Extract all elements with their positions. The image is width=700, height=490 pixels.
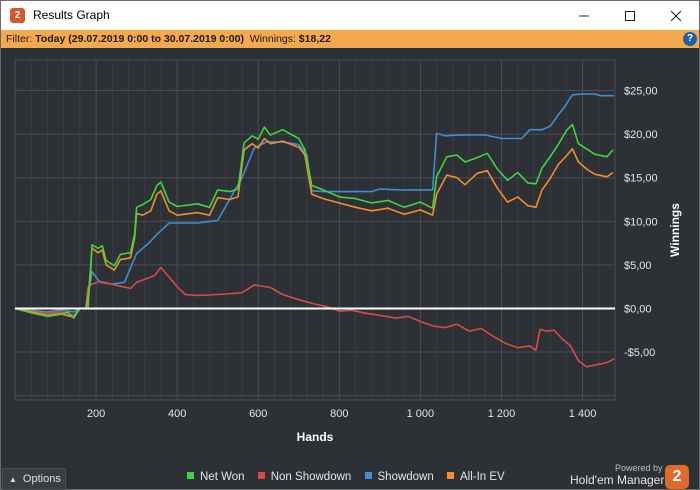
options-label: Options (22, 473, 61, 485)
legend-label: Showdown (377, 471, 434, 483)
y-tick-label: $0,00 (624, 303, 652, 315)
y-tick-label: $15,00 (624, 173, 658, 185)
legend-item-net-won[interactable]: Net Won (187, 471, 245, 483)
caret-up-icon: ▲ (9, 475, 17, 484)
legend-item-non-showdown[interactable]: Non Showdown (257, 471, 352, 483)
hm2-logo-icon: 2 (10, 8, 25, 23)
chart-grid (14, 59, 616, 401)
series-line-all-in-ev (14, 137, 614, 318)
chart-legend: Net Won Non Showdown Showdown All-In EV (187, 471, 515, 483)
x-tick-label: 1 200 (488, 408, 516, 420)
brand-name: Hold'em Manager (570, 473, 665, 487)
plot-border (14, 59, 616, 401)
filter-range: Today (29.07.2019 0:00 to 30.07.2019 0:0… (35, 33, 244, 45)
y-tick-label: $10,00 (624, 216, 658, 228)
x-tick-labels: 200 400 600 800 1 000 1 200 1 400 (87, 408, 596, 420)
legend-item-all-in-ev[interactable]: All-In EV (446, 471, 505, 483)
y-tick-label: $5,00 (624, 260, 652, 272)
close-button[interactable] (653, 1, 699, 30)
maximize-icon (625, 11, 635, 21)
x-tick-label: 200 (87, 408, 105, 420)
close-icon (670, 10, 682, 22)
legend-label: Non Showdown (270, 471, 352, 483)
x-tick-label: 800 (330, 408, 348, 420)
legend-swatch (364, 472, 372, 479)
filter-text: Filter: Today (29.07.2019 0:00 to 30.07.… (6, 33, 331, 45)
winnings-value: $18,22 (298, 33, 331, 45)
legend-item-showdown[interactable]: Showdown (364, 471, 434, 483)
x-tick-label: 400 (168, 408, 186, 420)
y-tick-label: -$5,00 (624, 347, 655, 359)
minimize-button[interactable] (561, 1, 607, 30)
bottom-bar: ▲ Options Net Won Non Showdown Showdown A… (1, 463, 699, 490)
series-line-non-showdown (14, 266, 615, 368)
help-icon[interactable]: ? (683, 32, 697, 46)
legend-swatch (257, 472, 265, 479)
legend-label: All-In EV (459, 471, 505, 483)
x-axis-label: Hands (297, 430, 334, 444)
plot-background (15, 60, 615, 400)
filter-bar: Filter: Today (29.07.2019 0:00 to 30.07.… (1, 30, 699, 48)
powered-by-text: Powered by (615, 463, 663, 473)
hm2-badge-icon: 2 (665, 465, 689, 489)
y-tick-label: $25,00 (624, 86, 658, 98)
options-button[interactable]: ▲ Options (2, 468, 66, 490)
x-tick-label: 1 400 (569, 408, 597, 420)
title-bar[interactable]: 2 Results Graph (1, 1, 699, 30)
series-line-net-won (14, 123, 614, 319)
winnings-label: Winnings: (243, 33, 299, 45)
x-tick-label: 600 (249, 408, 267, 420)
y-tick-labels: -$5,00 $0,00 $5,00 $10,00 $15,00 $20,00 $25,00 (624, 86, 658, 360)
x-tick-label: 1 000 (407, 408, 435, 420)
chart-series (14, 93, 615, 368)
legend-label: Net Won (200, 471, 245, 483)
maximize-button[interactable] (607, 1, 653, 30)
results-chart: -$5,00 $0,00 $5,00 $10,00 $15,00 $20,00 $25,00… (14, 59, 682, 444)
y-tick-label: $20,00 (624, 129, 658, 141)
window-title: Results Graph (33, 8, 110, 22)
filter-prefix: Filter: (6, 33, 36, 45)
legend-swatch (187, 472, 194, 479)
app-icon-glyph: 2 (14, 10, 21, 21)
legend-swatch (446, 472, 454, 479)
y-axis-label: Winnings (668, 203, 682, 257)
